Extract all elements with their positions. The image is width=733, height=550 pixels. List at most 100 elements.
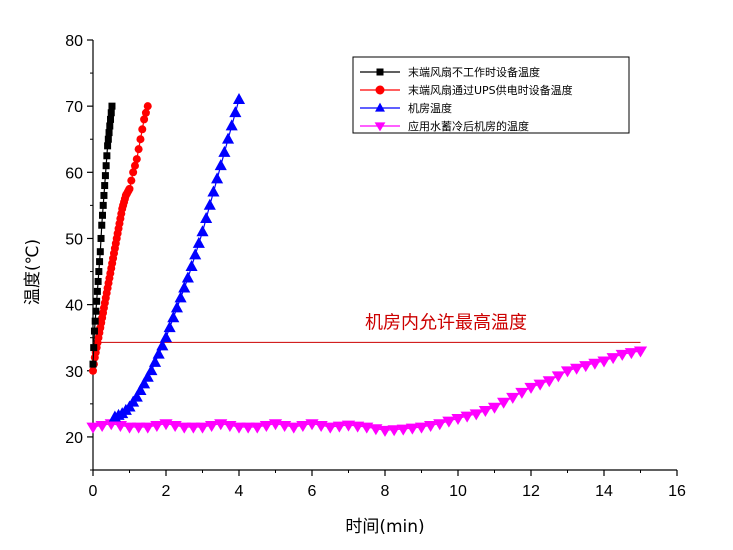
data-point — [107, 109, 115, 117]
data-point — [167, 311, 180, 323]
data-point — [451, 414, 465, 425]
data-point — [107, 115, 115, 123]
y-tick-label: 20 — [65, 430, 83, 447]
data-point — [524, 382, 538, 394]
data-point — [90, 344, 98, 352]
data-point — [143, 102, 152, 111]
data-point — [414, 422, 429, 434]
data-point — [606, 353, 620, 365]
data-point — [387, 425, 401, 437]
legend-item: 机房温度 — [360, 101, 452, 115]
series-triangle-up — [108, 92, 246, 422]
data-point — [101, 172, 109, 180]
legend-item: 应用水蓄冷后机房的温度 — [360, 119, 529, 133]
data-point — [94, 277, 102, 285]
data-point — [106, 122, 114, 130]
data-point — [104, 142, 112, 150]
data-point — [178, 281, 191, 293]
data-point — [95, 268, 103, 276]
data-point — [156, 339, 169, 351]
data-point — [138, 125, 147, 134]
data-point — [232, 92, 246, 104]
data-point — [225, 119, 238, 131]
legend-label: 应用水蓄冷后机房的温度 — [408, 119, 529, 133]
series-square — [89, 102, 116, 368]
x-tick-label: 4 — [235, 483, 244, 500]
data-point — [96, 258, 104, 266]
data-point — [100, 191, 108, 199]
legend-label: 机房温度 — [408, 101, 452, 115]
legend-marker — [376, 68, 384, 76]
series-line — [92, 350, 641, 431]
data-point — [125, 184, 134, 193]
data-point — [214, 159, 227, 171]
data-point — [229, 106, 242, 118]
data-point — [615, 349, 629, 361]
data-point — [241, 422, 255, 434]
data-point — [570, 363, 584, 375]
data-point — [141, 422, 155, 434]
data-point — [259, 420, 273, 432]
legend-item: 末端风扇不工作时设备温度 — [360, 65, 540, 79]
data-point — [185, 259, 198, 271]
legend-marker — [375, 85, 385, 95]
data-point — [515, 387, 529, 399]
legend-box — [352, 56, 630, 134]
data-point — [296, 420, 310, 432]
data-point — [127, 176, 136, 185]
series-triangle-down — [86, 346, 648, 437]
data-point — [134, 145, 143, 154]
data-point — [424, 420, 438, 432]
data-point — [105, 129, 113, 137]
data-point — [90, 327, 98, 335]
data-point — [140, 115, 149, 124]
data-point — [129, 168, 138, 177]
data-point — [624, 348, 638, 360]
data-point — [91, 317, 99, 325]
axis-ticks: 0 2 4 6 8 10 12 14 16 20 30 40 50 60 70 80 — [65, 33, 686, 500]
data-point — [150, 420, 164, 432]
data-point — [506, 392, 520, 404]
x-tick-label: 2 — [162, 483, 171, 500]
data-point — [196, 225, 209, 237]
legend-item: 末端风扇通过UPS供电时设备温度 — [360, 83, 573, 97]
data-point — [469, 409, 483, 421]
data-point — [633, 346, 648, 358]
data-point — [174, 291, 187, 303]
data-point — [96, 248, 104, 256]
data-point — [200, 212, 213, 224]
data-point — [351, 421, 365, 433]
data-point — [89, 366, 97, 375]
legend-label: 末端风扇通过UPS供电时设备温度 — [408, 83, 573, 97]
legend: 末端风扇不工作时设备温度末端风扇通过UPS供电时设备温度机房温度应用水蓄冷后机房… — [352, 56, 630, 134]
data-point — [89, 360, 97, 368]
data-point — [203, 198, 216, 210]
data-point — [93, 297, 101, 305]
data-point — [405, 423, 419, 435]
data-point — [287, 422, 301, 434]
data-point — [138, 377, 151, 389]
x-tick-label: 8 — [381, 483, 390, 500]
data-point — [108, 102, 116, 110]
data-point — [99, 201, 107, 209]
data-point — [195, 422, 210, 434]
data-point — [132, 422, 146, 434]
data-point — [177, 422, 191, 434]
data-point — [159, 331, 173, 343]
data-point — [433, 419, 447, 431]
data-point — [170, 301, 183, 313]
data-point — [378, 425, 392, 437]
data-point — [207, 185, 220, 197]
y-axis-title: 温度(℃) — [23, 239, 43, 305]
data-point — [560, 366, 575, 378]
data-point — [442, 416, 456, 428]
data-point — [130, 390, 143, 402]
data-point — [98, 221, 106, 229]
data-point — [163, 321, 176, 333]
data-point — [186, 422, 200, 434]
data-point — [95, 420, 109, 432]
data-point — [92, 307, 100, 315]
legend-marker — [374, 122, 386, 132]
x-tick-label: 0 — [89, 483, 98, 500]
